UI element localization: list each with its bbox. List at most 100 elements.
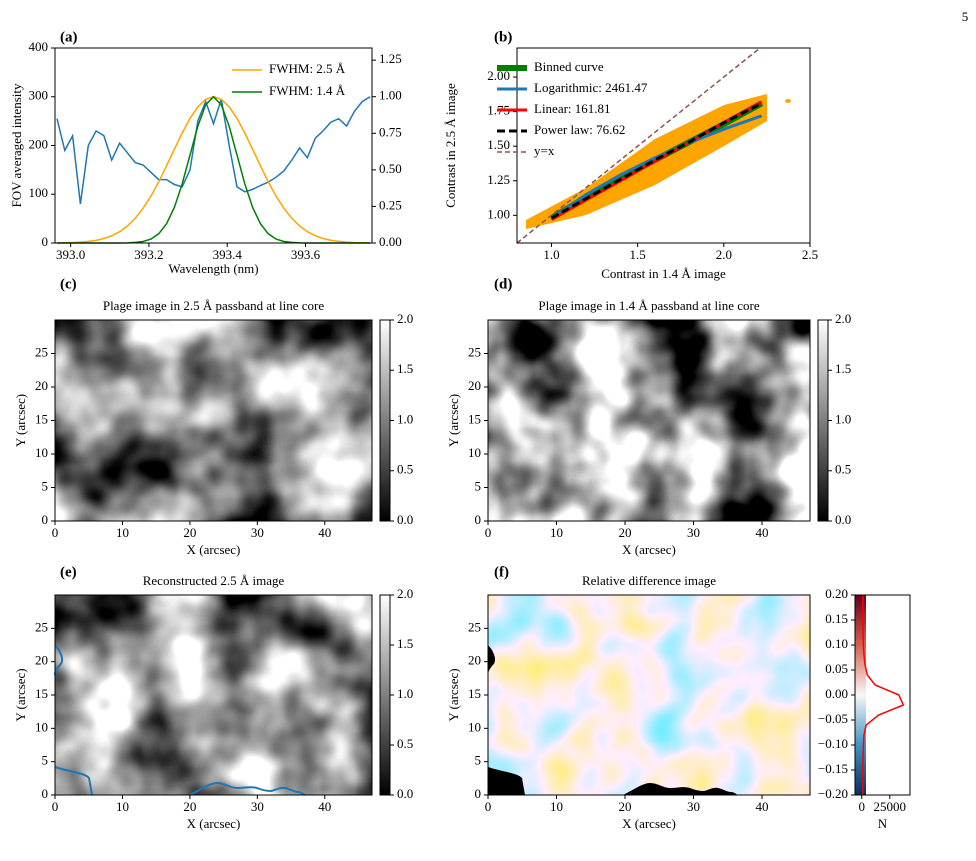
x-axis-label: Contrast in 1.4 Å image bbox=[601, 266, 726, 281]
x-tick-label: 2.0 bbox=[716, 247, 732, 262]
y-tick-label: 300 bbox=[29, 88, 49, 103]
y-tick-label: 15 bbox=[468, 686, 481, 701]
y-tick-label: 25 bbox=[35, 619, 48, 634]
legend-label: FWHM: 1.4 Å bbox=[269, 83, 346, 98]
y-tick-label: 0 bbox=[475, 512, 482, 527]
x-tick-label: 30 bbox=[687, 525, 700, 540]
x-tick-label: 30 bbox=[251, 525, 264, 540]
y-tick-label: 0 bbox=[42, 786, 49, 801]
panel-label: (a) bbox=[60, 29, 78, 45]
x-tick-label: 0 bbox=[52, 525, 59, 540]
panel-title: Plage image in 1.4 Å passband at line co… bbox=[538, 298, 760, 313]
y-tick-label: 10 bbox=[468, 445, 481, 460]
y-tick-label: 10 bbox=[35, 445, 48, 460]
y-tick-label: 400 bbox=[29, 39, 49, 54]
y-tick-label: 5 bbox=[42, 478, 49, 493]
y-tick-label: 25 bbox=[468, 619, 481, 634]
x-tick-label: 393.0 bbox=[56, 247, 85, 262]
x-tick-label: 20 bbox=[619, 525, 632, 540]
histogram-line bbox=[862, 595, 905, 795]
y-axis-label: Contrast in 2.5 Å image bbox=[443, 83, 458, 208]
y-tick-label: 1.0 bbox=[835, 411, 851, 426]
x-tick-label: 1.0 bbox=[543, 247, 559, 262]
data-line bbox=[550, 101, 763, 220]
y-tick-label: 2.00 bbox=[487, 68, 510, 83]
x-axis-label: X (arcsec) bbox=[187, 816, 241, 831]
y-axis-label: Y (arcsec) bbox=[13, 668, 28, 721]
y-tick-label: 0 bbox=[42, 512, 49, 527]
x-axis-label: X (arcsec) bbox=[187, 542, 241, 557]
x-tick-label: 20 bbox=[183, 525, 196, 540]
data-line bbox=[56, 95, 371, 244]
colorbar bbox=[379, 319, 391, 522]
y-axis-label: FOV averaged intensity bbox=[9, 83, 24, 207]
x-tick-label: 0 bbox=[858, 799, 865, 814]
y-tick-label: 20 bbox=[35, 653, 48, 668]
y-tick-label: 1.00 bbox=[487, 206, 510, 221]
colorbar bbox=[817, 319, 829, 522]
legend-label: y=x bbox=[534, 143, 555, 158]
x-tick-label: 20 bbox=[183, 799, 196, 814]
legend-label: FWHM: 2.5 Å bbox=[269, 61, 346, 76]
y-tick-label: 0 bbox=[475, 786, 482, 801]
y-tick-label: 10 bbox=[468, 719, 481, 734]
y-tick-label: 25 bbox=[35, 344, 48, 359]
y-tick-label: 2.0 bbox=[397, 586, 413, 601]
y-tick-label: 20 bbox=[468, 653, 481, 668]
y-tick-label: −0.05 bbox=[818, 711, 848, 726]
y-tick-label: 1.5 bbox=[397, 361, 413, 376]
y-tick-label: 15 bbox=[468, 411, 481, 426]
x-tick-label: 10 bbox=[116, 525, 129, 540]
panel-label: (d) bbox=[494, 276, 512, 292]
x-axis-label: X (arcsec) bbox=[622, 542, 676, 557]
x-tick-label: 10 bbox=[116, 799, 129, 814]
panel-label: (c) bbox=[60, 276, 77, 292]
x-tick-label: 1.5 bbox=[630, 247, 646, 262]
y-tick-label: 0.15 bbox=[825, 611, 848, 626]
y-tick-label: 0.5 bbox=[397, 736, 413, 751]
y-tick-label: 5 bbox=[475, 753, 482, 768]
colorbar bbox=[379, 594, 391, 796]
x-tick-label: 30 bbox=[251, 799, 264, 814]
page-number: 5 bbox=[962, 9, 969, 24]
x-tick-label: 0 bbox=[485, 525, 492, 540]
y-tick-label: 0.05 bbox=[825, 661, 848, 676]
data-line bbox=[550, 114, 763, 220]
y-tick-label: 2.0 bbox=[397, 311, 413, 326]
x-tick-label: 40 bbox=[756, 799, 769, 814]
y-tick-label: 1.0 bbox=[397, 686, 413, 701]
colorbar bbox=[855, 595, 866, 795]
x-tick-label: 40 bbox=[318, 525, 331, 540]
y-axis-label: Y (arcsec) bbox=[446, 668, 461, 721]
panel-label: (e) bbox=[60, 564, 77, 580]
x-tick-label: 393.2 bbox=[134, 247, 163, 262]
data-line bbox=[56, 96, 371, 205]
panel-label: (b) bbox=[494, 29, 512, 45]
y-tick-label: 1.25 bbox=[379, 51, 402, 66]
y-tick-label: 1.00 bbox=[379, 88, 402, 103]
y-tick-label: 0.25 bbox=[379, 197, 402, 212]
legend-label: Linear: 161.81 bbox=[534, 101, 611, 116]
data-line bbox=[517, 48, 761, 243]
x-tick-label: 25000 bbox=[874, 799, 907, 814]
x-axis-label: X (arcsec) bbox=[622, 816, 676, 831]
x-axis-label: Wavelength (nm) bbox=[168, 261, 258, 276]
x-tick-label: 2.5 bbox=[802, 247, 818, 262]
y-tick-label: −0.15 bbox=[818, 761, 848, 776]
axes-frame bbox=[54, 47, 373, 244]
x-axis-label: N bbox=[878, 816, 888, 831]
x-tick-label: 10 bbox=[550, 799, 563, 814]
y-tick-label: 1.0 bbox=[397, 411, 413, 426]
panel-title: Reconstructed 2.5 Å image bbox=[143, 573, 285, 588]
y-tick-label: 15 bbox=[35, 411, 48, 426]
y-tick-label: 1.5 bbox=[835, 361, 851, 376]
image bbox=[488, 595, 810, 795]
y-tick-label: 0.5 bbox=[397, 462, 413, 477]
axes-frame bbox=[516, 47, 811, 244]
x-tick-label: 40 bbox=[318, 799, 331, 814]
x-tick-label: 393.6 bbox=[291, 247, 321, 262]
image bbox=[55, 320, 372, 521]
y-tick-label: 1.25 bbox=[487, 172, 510, 187]
y-tick-label: 20 bbox=[35, 378, 48, 393]
